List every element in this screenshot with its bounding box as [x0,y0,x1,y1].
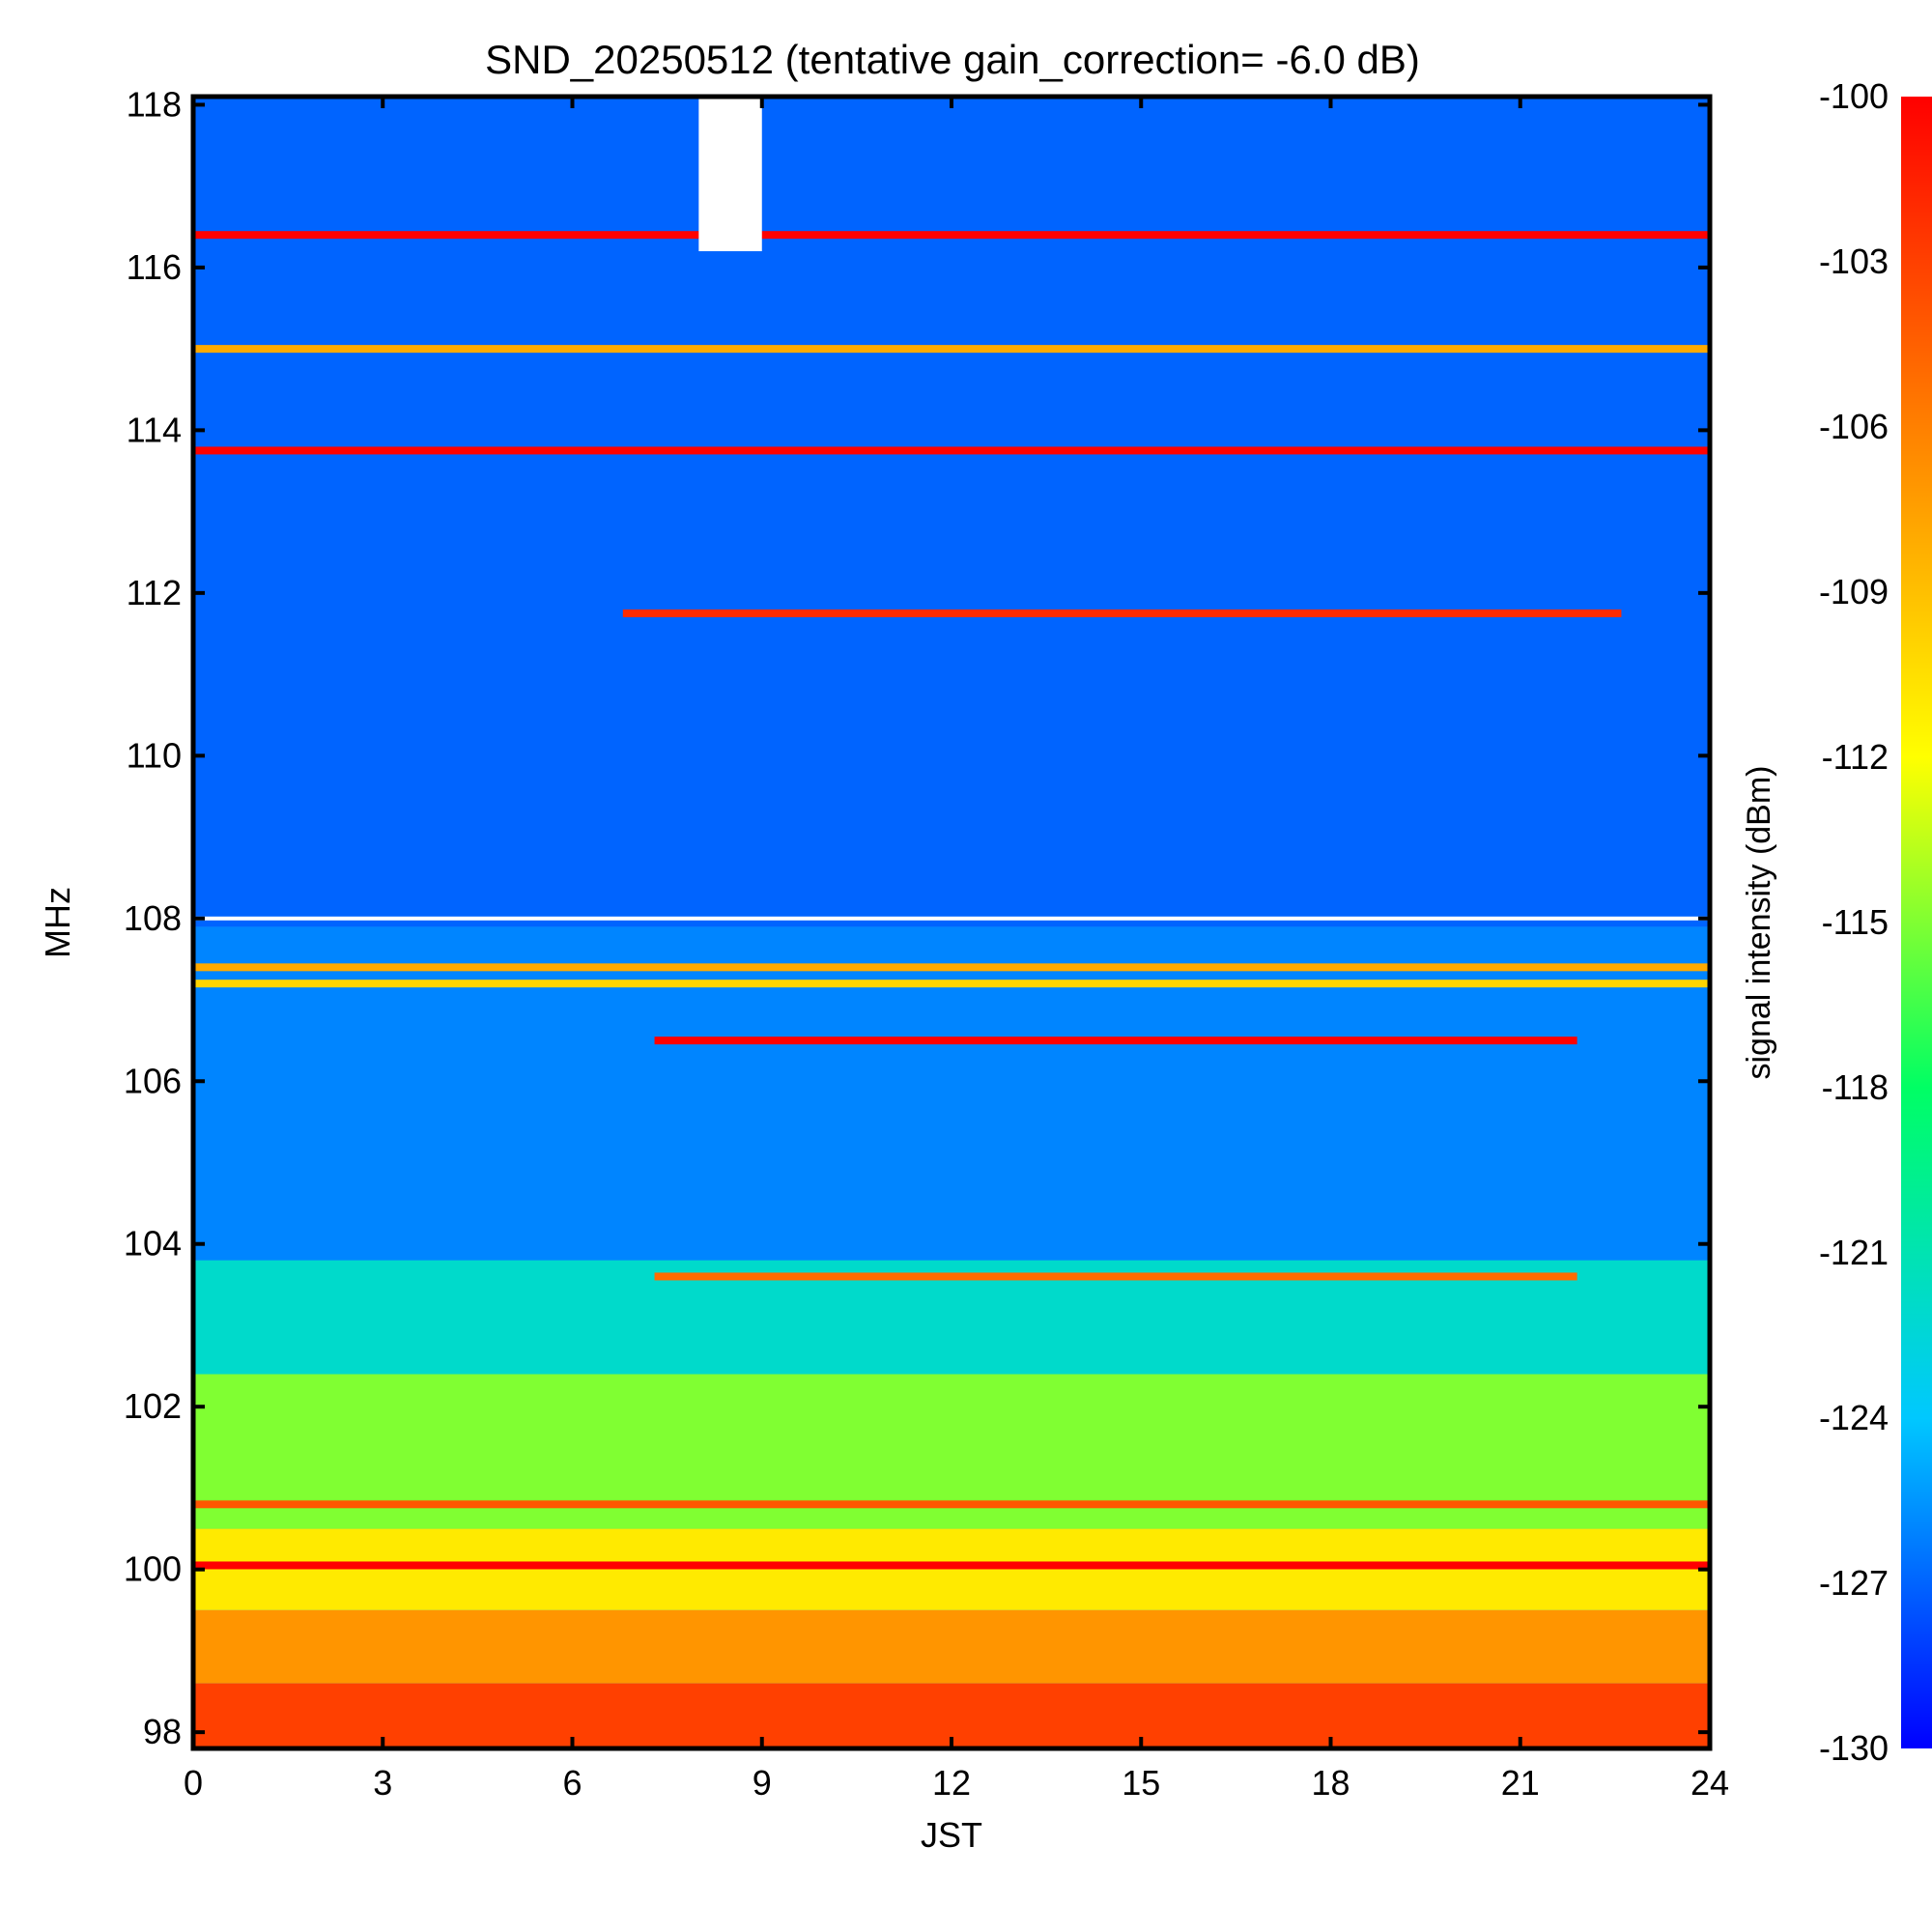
signal-line [193,980,1710,988]
colorbar-tick-label: -124 [1819,1398,1889,1437]
signal-line [193,446,1710,455]
colorbar-tick-label: -127 [1819,1563,1889,1603]
y-tick-label: 100 [124,1549,182,1589]
x-tick-label: 12 [932,1763,971,1803]
signal-line [193,963,1710,972]
colorbar-tick-label: -112 [1822,737,1889,777]
signal-line [193,1561,1710,1570]
frequency-band [193,97,1710,927]
y-tick-label: 110 [127,735,182,775]
signal-line [193,231,1710,240]
x-axis-label: JST [921,1815,982,1855]
frequency-band [193,1528,1710,1610]
colorbar-tick-label: -100 [1819,76,1889,116]
y-axis-label: MHz [38,887,77,958]
signal-lines [193,231,1710,1570]
colorbar-tick-label: -130 [1819,1728,1889,1768]
colorbar-ticks: -100 -103 -106 -109 -112 -115 -118 -121 -124 -127… [1819,76,1889,1768]
x-tick-label: 6 [562,1763,582,1803]
x-tick-label: 15 [1122,1763,1160,1803]
y-tick-label: 112 [127,573,182,612]
white-line [193,916,1710,921]
y-tick-label: 106 [124,1061,182,1100]
y-tick-label: 104 [124,1224,182,1264]
colorbar-tick-label: -109 [1819,572,1889,611]
heatmap-area [190,94,1713,1751]
signal-line [193,345,1710,354]
y-tick-label: 102 [124,1386,182,1426]
y-tick-label: 98 [143,1712,182,1751]
x-tick-label: 18 [1311,1763,1350,1803]
y-tick-label: 114 [127,410,182,449]
y-tick-label: 118 [127,84,182,124]
data-gap [698,97,762,252]
colorbar-tick-label: -103 [1819,242,1889,281]
x-axis: 0 3 6 9 12 15 18 21 24 [184,97,1729,1803]
colorbar-tick-label: -121 [1819,1233,1889,1272]
signal-line [654,1272,1577,1281]
signal-line [622,609,1622,617]
x-tick-label: 0 [184,1763,203,1803]
x-tick-label: 21 [1501,1763,1540,1803]
y-tick-label: 108 [124,898,182,938]
white-lines [193,916,1710,921]
x-tick-label: 3 [373,1763,392,1803]
chart-title: SND_20250512 (tentative gain_correction=… [485,37,1420,82]
colorbar-label: signal intensity (dBm) [1741,765,1777,1079]
colorbar-tick-label: -115 [1822,902,1889,942]
frequency-band [193,926,1710,1261]
x-tick-label: 24 [1690,1763,1729,1803]
colorbar [1901,97,1932,1748]
colorbar-tick-label: -118 [1822,1067,1889,1107]
colorbar-tick-label: -106 [1819,407,1889,446]
frequency-band [193,1609,1710,1684]
signal-line [654,1037,1577,1045]
signal-line [193,1500,1710,1509]
y-tick-label: 116 [127,247,182,287]
y-axis: 98 100 102 104 106 108 110 112 114 116 118 [124,84,1710,1751]
x-tick-label: 9 [753,1763,772,1803]
